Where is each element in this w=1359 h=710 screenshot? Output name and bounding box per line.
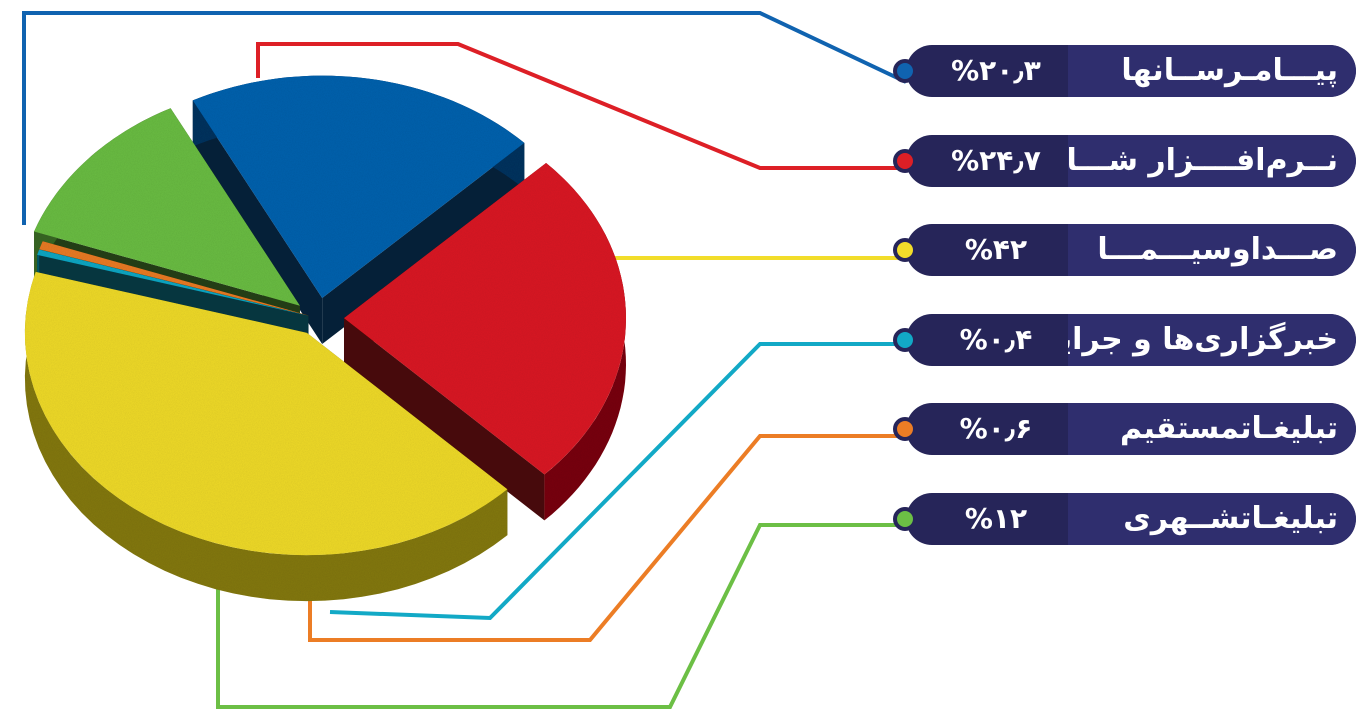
pie-slice — [37, 249, 309, 316]
pie-slice — [24, 271, 508, 556]
legend-pill: %۱۲ تبلیغـاتشــهری — [906, 493, 1356, 545]
legend-row: %۰٫۴ خبرگزاری‌ها و جراید — [886, 310, 1356, 370]
leader-line — [308, 434, 906, 642]
legend-marker-dot — [893, 328, 917, 352]
legend-pill: %۲۴٫۷ نــرم‌افــــزار شـــاد — [906, 135, 1356, 187]
slice-side — [24, 271, 508, 602]
legend-row: %۲۰٫۳ پیـــامـرســانها — [886, 41, 1356, 101]
legend-row: %۱۲ تبلیغـاتشــهری — [886, 489, 1356, 549]
legend-value: %۴۲ — [964, 233, 1028, 266]
pie-slices — [24, 75, 626, 556]
leader-line — [216, 523, 906, 709]
legend-row: %۴۲ صـــداوسیـــمـــا — [886, 220, 1356, 280]
legend-label: صـــداوسیـــمـــا — [1068, 224, 1356, 276]
leader-line — [256, 42, 906, 170]
legend-value: %۰٫۴ — [959, 323, 1033, 356]
legend-label: خبرگزاری‌ها و جراید — [1068, 314, 1356, 366]
pie-slice — [34, 108, 300, 306]
legend-pill: %۴۲ صـــداوسیـــمـــا — [906, 224, 1356, 276]
legend-marker-dot — [893, 59, 917, 83]
legend-marker-dot — [893, 238, 917, 262]
legend-label: تبلیغـاتمستقیم — [1068, 403, 1356, 455]
legend-marker-dot — [893, 417, 917, 441]
legend-pill: %۰٫۶ تبلیغـاتمستقیم — [906, 403, 1356, 455]
pie-slice — [343, 163, 626, 475]
slice-cut-face — [322, 142, 525, 344]
legend-marker-dot — [893, 149, 917, 173]
legend-value: %۱۲ — [964, 502, 1028, 535]
legend-value: %۲۴٫۷ — [951, 144, 1041, 177]
slice-cut-face — [192, 100, 323, 344]
leader-lines — [22, 11, 907, 709]
legend-label: نــرم‌افــــزار شـــاد — [1068, 135, 1356, 187]
legend-label: تبلیغـاتشــهری — [1068, 493, 1356, 545]
legend-pill: %۰٫۴ خبرگزاری‌ها و جراید — [906, 314, 1356, 366]
legend-row: %۰٫۶ تبلیغـاتمستقیم — [886, 399, 1356, 459]
legend-marker-dot — [893, 507, 917, 531]
legend-value: %۰٫۶ — [959, 412, 1033, 445]
leader-line — [22, 11, 907, 225]
legend-pill: %۲۰٫۳ پیـــامـرســانها — [906, 45, 1356, 97]
pie-slice — [192, 75, 525, 298]
leader-line — [329, 342, 906, 621]
slice-cut-face — [343, 318, 545, 521]
legend-row: %۲۴٫۷ نــرم‌افــــزار شـــاد — [886, 131, 1356, 191]
legend-value: %۲۰٫۳ — [951, 54, 1041, 87]
pie-slice — [39, 241, 309, 316]
legend-label: پیـــامـرســانها — [1068, 45, 1356, 97]
